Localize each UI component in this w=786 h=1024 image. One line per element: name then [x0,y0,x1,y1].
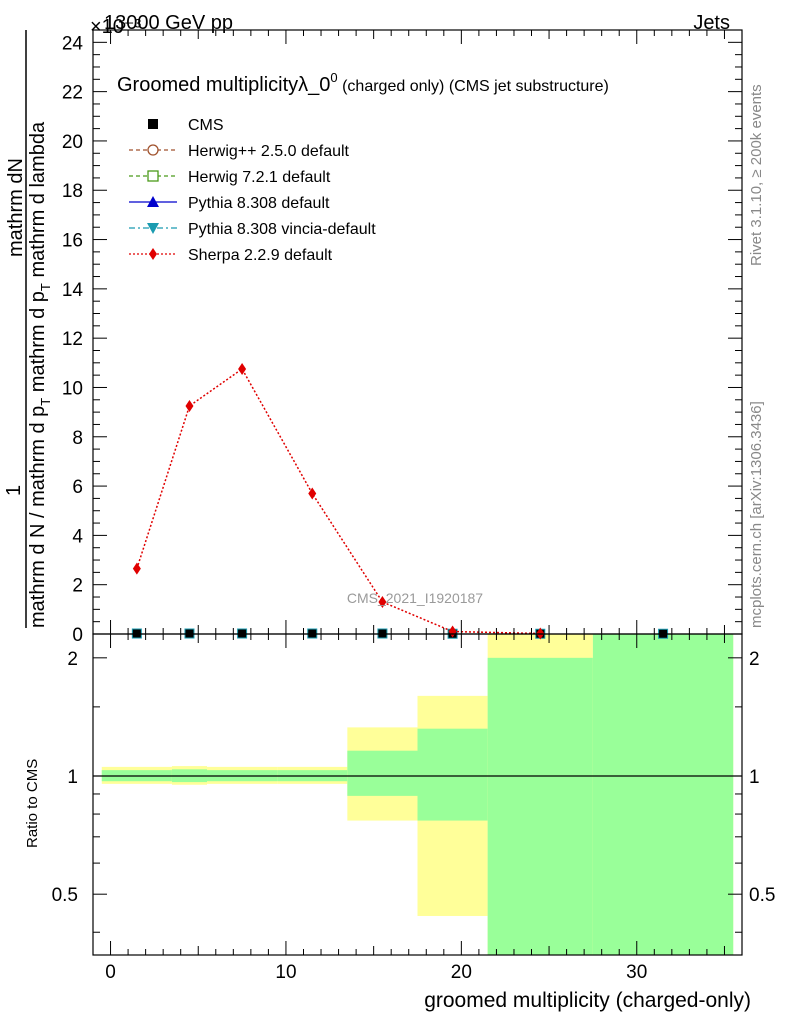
y-tick-label: 16 [62,231,83,252]
y-tick-label: 24 [62,33,84,54]
ylabel-numerator: mathrm dN [5,158,27,257]
chart-title-sup: 0 [330,70,337,85]
legend-label: Pythia 8.308 vincia-default [188,221,376,238]
x-tick-label: 20 [451,962,472,983]
y-tick-label: 0 [72,625,83,646]
legend-marker [148,119,158,129]
y-tick-label: 2 [72,576,83,597]
mcplots-label: mcplots.cern.ch [arXiv:1306.3436] [748,401,765,628]
x-tick-label: 30 [626,962,647,983]
ylabel-denom-sub1: T [38,398,53,406]
y-tick-label: 8 [72,428,83,449]
ratio-band-green [487,657,593,955]
header-exponent: ×10⁻³ [90,16,141,38]
ratio-band-green [417,728,488,821]
x-axis-label: groomed multiplicity (charged-only) [424,989,751,1012]
legend-label: Herwig 7.2.1 default [188,169,331,186]
y-tick-label: 18 [62,181,83,202]
header-right: Jets [693,12,730,34]
ratio-panel [93,634,742,955]
chart-title-main: Groomed multiplicityλ_0 [117,74,330,96]
legend-marker [147,170,159,182]
legend-entry: Herwig++ 2.5.0 default [129,143,350,160]
y-tick-label: 10 [62,378,83,399]
ratio-tick-label-left: 2 [67,649,78,670]
legend-entry: Sherpa 2.2.9 default [129,247,333,264]
rivet-label: Rivet 3.1.10, ≥ 200k events [748,84,765,266]
x-tick-label: 0 [105,962,116,983]
ratio-band-green [592,634,734,955]
sherpa-point [132,562,141,575]
y-tick-label: 14 [62,280,84,301]
legend-entry: Herwig 7.2.1 default [129,169,331,186]
y-tick-label: 12 [62,329,83,350]
ylabel-one: 1 [3,485,25,496]
ylabel-denom-part2: mathrm d p [27,291,49,398]
legend-marker [147,196,159,207]
ratio-tick-label-left: 0.5 [52,885,78,906]
legend-entry: Pythia 8.308 vincia-default [129,221,376,238]
legend-entry: CMS [148,117,224,134]
legend-label: Sherpa 2.2.9 default [188,247,333,264]
ratio-frame [92,633,743,956]
legend-label: Herwig++ 2.5.0 default [188,143,350,160]
x-tick-label: 10 [275,962,296,983]
ratio-tick-label-right: 1 [749,767,760,788]
y-tick-label: 4 [72,526,83,547]
ylabel-denom-sub2: T [38,283,53,291]
legend-entry: Pythia 8.308 default [129,195,330,212]
sherpa-point [238,362,247,375]
ratio-tick-label-right: 0.5 [749,885,775,906]
y-tick-label: 20 [62,132,83,153]
watermark: CMS_2021_I1920187 [347,590,483,606]
ylabel-denom-part1: mathrm d N / mathrm d p [27,406,49,628]
sherpa-point [308,487,317,500]
ylabel-denominator: mathrm d N / mathrm d pT mathrm d pT mat… [27,121,53,628]
sherpa-point [185,399,194,412]
chart-title-suffix: (charged only) (CMS jet substructure) [338,78,609,95]
legend: CMS Herwig++ 2.5.0 default Herwig 7.2.1 de… [129,117,376,264]
sherpa-point [378,595,387,608]
ratio-band-green [347,750,418,796]
y-axis-label: mathrm dN 1 mathrm d N / mathrm d pT mat… [3,30,53,628]
legend-marker [147,223,159,234]
y-tick-label: 22 [62,83,83,104]
ratio-y-label: Ratio to CMS [24,759,41,848]
legend-marker [149,248,157,260]
legend-marker [147,144,159,156]
legend-label: CMS [188,117,224,134]
header-left: 13000 GeV pp [104,12,233,34]
frames [92,29,743,956]
legend-label: Pythia 8.308 default [188,195,330,212]
ratio-tick-label-right: 2 [749,649,760,670]
chart-title: Groomed multiplicityλ_00 (charged only) … [117,70,609,96]
ylabel-denom-part3: mathrm d lambda [27,121,49,283]
y-tick-label: 6 [72,477,83,498]
ratio-tick-label-left: 1 [67,767,78,788]
